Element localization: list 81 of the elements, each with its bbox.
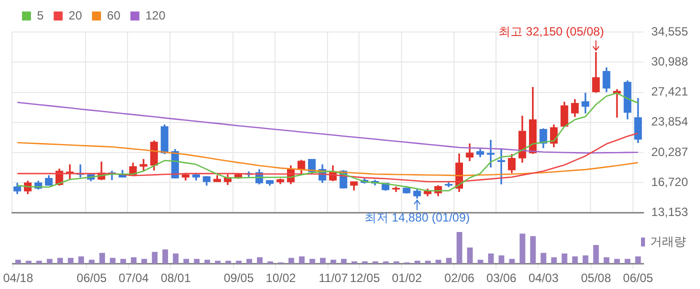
x-tick-label: 07/04 xyxy=(118,271,150,286)
bar xyxy=(236,260,242,264)
y-tick-label: 20,287 xyxy=(651,144,688,159)
bar xyxy=(214,260,221,264)
legend-label: 120 xyxy=(145,8,166,22)
x-tick-label: 12/05 xyxy=(350,271,380,286)
bar xyxy=(194,258,200,264)
bar xyxy=(614,258,620,264)
x-tick-label: 10/02 xyxy=(266,271,296,286)
legend-label: 20 xyxy=(68,8,82,22)
bar xyxy=(288,258,294,264)
legend-label: 거래량 xyxy=(650,234,686,248)
x-tick-label: 09/05 xyxy=(224,271,254,286)
bar xyxy=(425,260,431,264)
bar xyxy=(509,258,515,264)
y-tick-label: 13,153 xyxy=(651,205,688,220)
bar xyxy=(130,257,137,264)
bar xyxy=(183,258,190,264)
bar xyxy=(57,258,63,264)
x-tick-label: 05/08 xyxy=(581,271,612,286)
bar xyxy=(572,256,578,264)
bar xyxy=(68,258,74,264)
bar xyxy=(436,260,442,264)
bar xyxy=(551,257,557,264)
annotation: 최고 32,150 (05/08) xyxy=(498,24,604,39)
x-tick-label: 08/01 xyxy=(160,271,192,286)
bar xyxy=(99,252,106,264)
bar xyxy=(26,260,32,264)
bar xyxy=(172,253,179,264)
bar xyxy=(624,258,630,264)
x-tick-label: 04/18 xyxy=(3,271,34,286)
bar xyxy=(78,256,84,264)
y-tick-label: 27,421 xyxy=(651,84,688,99)
x-tick-label: 01/02 xyxy=(392,271,422,286)
bar xyxy=(330,260,336,264)
bar xyxy=(530,236,536,264)
bar xyxy=(309,258,316,264)
bar xyxy=(414,260,420,264)
bar xyxy=(256,257,263,264)
bar xyxy=(246,258,252,264)
bar xyxy=(320,258,326,264)
bar xyxy=(582,255,588,264)
bar xyxy=(456,232,462,264)
bar xyxy=(110,258,116,264)
annotation: 최저 14,880 (01/09) xyxy=(364,210,470,225)
candlestick xyxy=(402,188,410,194)
bar xyxy=(593,244,599,264)
bar xyxy=(341,258,347,264)
x-tick-label: 04/03 xyxy=(528,271,559,286)
x-tick-label: 06/05 xyxy=(623,271,654,286)
legend-label: 5 xyxy=(37,8,44,22)
bar xyxy=(46,258,52,264)
bar xyxy=(15,260,21,264)
bar xyxy=(488,253,494,264)
bar xyxy=(562,253,568,264)
y-tick-label: 34,555 xyxy=(651,24,688,38)
x-tick-label: 02/06 xyxy=(444,271,475,286)
bar xyxy=(540,252,546,264)
bar xyxy=(478,260,484,264)
y-tick-label: 23,854 xyxy=(651,114,688,129)
x-tick-label: 11/07 xyxy=(318,271,348,286)
bar xyxy=(520,234,526,264)
x-tick-label: 03/06 xyxy=(486,271,517,286)
bar xyxy=(498,255,504,264)
bar xyxy=(225,260,232,264)
bar xyxy=(141,258,148,264)
y-tick-label: 30,988 xyxy=(651,54,688,68)
bar xyxy=(604,257,610,264)
bar xyxy=(120,258,126,264)
bar xyxy=(36,260,42,264)
bar xyxy=(467,247,473,264)
bar xyxy=(635,256,641,264)
y-tick-label: 16,720 xyxy=(651,174,688,189)
bar xyxy=(88,260,94,264)
bar xyxy=(152,252,158,264)
x-tick-label: 06/05 xyxy=(76,271,108,286)
legend-label: 60 xyxy=(107,8,121,22)
bar xyxy=(446,258,452,264)
bar xyxy=(298,256,305,264)
bar xyxy=(204,260,210,264)
bar xyxy=(162,249,168,264)
